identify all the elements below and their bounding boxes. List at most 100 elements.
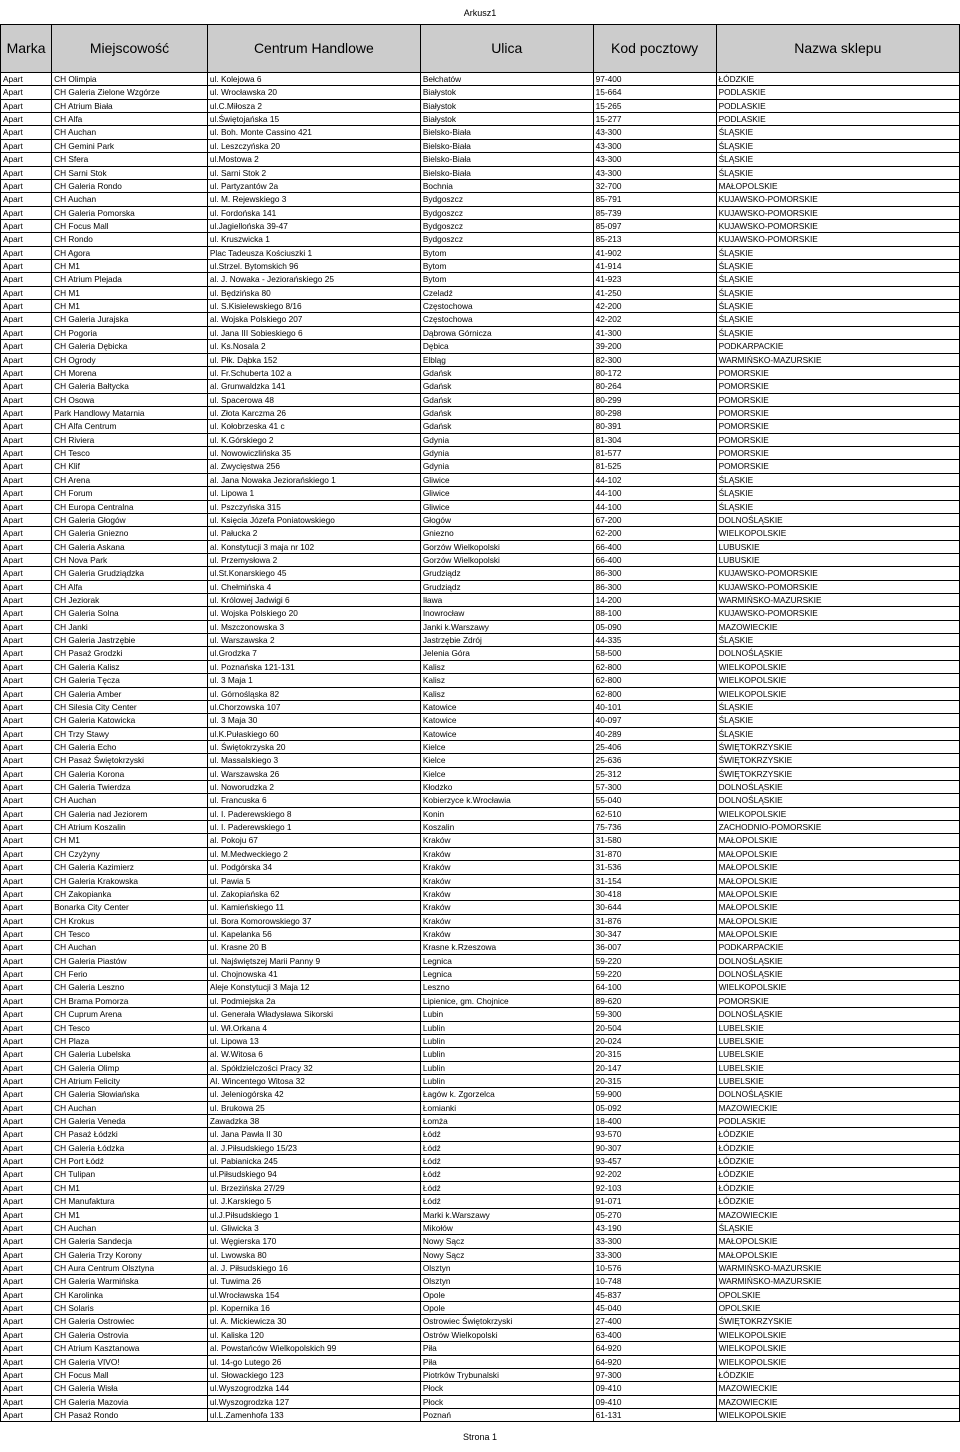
cell: Apart bbox=[1, 1208, 52, 1221]
table-row: ApartCH Galeria LesznoAleje Konstytucji … bbox=[1, 981, 960, 994]
cell: ul. Jeleniogórska 42 bbox=[207, 1088, 420, 1101]
cell: 88-100 bbox=[593, 607, 716, 620]
cell: 33-300 bbox=[593, 1248, 716, 1261]
cell: CH Cuprum Arena bbox=[52, 1008, 208, 1021]
cell: MAŁOPOLSKIE bbox=[716, 901, 959, 914]
cell: WIELKOPOLSKIE bbox=[716, 1328, 959, 1341]
table-row: ApartCH Plazaul. Lipowa 13Lublin20-024LU… bbox=[1, 1034, 960, 1047]
cell: ul. A. Mickiewicza 30 bbox=[207, 1315, 420, 1328]
cell: 20-024 bbox=[593, 1034, 716, 1047]
cell: ul.Chorzowska 107 bbox=[207, 700, 420, 713]
cell: WIELKOPOLSKIE bbox=[716, 527, 959, 540]
cell: ul. Lwowska 80 bbox=[207, 1248, 420, 1261]
cell: Kobierzyce k.Wrocławia bbox=[420, 794, 593, 807]
table-row: ApartCH Galeria Lubelskaal. W.Witosa 6Lu… bbox=[1, 1048, 960, 1061]
table-row: ApartCH Pasaż Rondoul.L.Zamenhofa 133Poz… bbox=[1, 1408, 960, 1421]
cell: WIELKOPOLSKIE bbox=[716, 807, 959, 820]
cell: CH Alfa Centrum bbox=[52, 420, 208, 433]
cell: al. Zwycięstwa 256 bbox=[207, 460, 420, 473]
cell: Kraków bbox=[420, 834, 593, 847]
cell: Lipienice, gm. Chojnice bbox=[420, 994, 593, 1007]
cell: 44-102 bbox=[593, 473, 716, 486]
cell: ŁÓDZKIE bbox=[716, 1128, 959, 1141]
cell: CH Auchan bbox=[52, 126, 208, 139]
cell: Bytom bbox=[420, 246, 593, 259]
cell: CH Galeria Piastów bbox=[52, 954, 208, 967]
cell: 55-040 bbox=[593, 794, 716, 807]
cell: ŁÓDZKIE bbox=[716, 1195, 959, 1208]
cell: 61-131 bbox=[593, 1408, 716, 1421]
cell: CH Aura Centrum Olsztyna bbox=[52, 1261, 208, 1274]
cell: ul. Poznańska 121-131 bbox=[207, 660, 420, 673]
cell: Bielsko-Biała bbox=[420, 139, 593, 152]
cell: Kłodzko bbox=[420, 781, 593, 794]
cell: 18-400 bbox=[593, 1115, 716, 1128]
cell: Częstochowa bbox=[420, 300, 593, 313]
cell: ul. 3 Maja 1 bbox=[207, 674, 420, 687]
cell: Gorzów Wielkopolski bbox=[420, 540, 593, 553]
cell: CH Ferio bbox=[52, 968, 208, 981]
cell: 97-300 bbox=[593, 1368, 716, 1381]
cell: 89-620 bbox=[593, 994, 716, 1007]
cell: Apart bbox=[1, 246, 52, 259]
table-row: ApartCH Galeria Sandecjaul. Węgierska 17… bbox=[1, 1235, 960, 1248]
table-row: ApartCH Tescoul. Nowowiczlińska 35Gdynia… bbox=[1, 447, 960, 460]
cell: CH Galeria Ostrovia bbox=[52, 1328, 208, 1341]
cell: CH Galeria Twierdza bbox=[52, 781, 208, 794]
cell: MAŁOPOLSKIE bbox=[716, 874, 959, 887]
cell: ŚLĄSKIE bbox=[716, 326, 959, 339]
cell: Kielce bbox=[420, 754, 593, 767]
cell: ŚLĄSKIE bbox=[716, 700, 959, 713]
cell: CH Galeria Grudziądzka bbox=[52, 567, 208, 580]
cell: MAŁOPOLSKIE bbox=[716, 928, 959, 941]
cell: Apart bbox=[1, 353, 52, 366]
table-row: ApartPark Handlowy Matarniaul. Złota Kar… bbox=[1, 406, 960, 419]
cell: CH Galeria Olimp bbox=[52, 1061, 208, 1074]
cell: ul. Partyzantów 2a bbox=[207, 179, 420, 192]
cell: Gdańsk bbox=[420, 420, 593, 433]
cell: CH Pasaż Łódzki bbox=[52, 1128, 208, 1141]
cell: ul. Tuwima 26 bbox=[207, 1275, 420, 1288]
cell: Gdańsk bbox=[420, 366, 593, 379]
cell: CH Auchan bbox=[52, 1101, 208, 1114]
cell: ul. Będzińska 80 bbox=[207, 286, 420, 299]
cell: Lubin bbox=[420, 1008, 593, 1021]
cell: Apart bbox=[1, 941, 52, 954]
cell: 58-500 bbox=[593, 647, 716, 660]
table-row: ApartCH Galeria Jurajskaal. Wojska Polsk… bbox=[1, 313, 960, 326]
cell: CH Alfa bbox=[52, 580, 208, 593]
cell: Kielce bbox=[420, 740, 593, 753]
col-kod: Kod pocztowy bbox=[593, 25, 716, 73]
cell: ŚLĄSKIE bbox=[716, 246, 959, 259]
cell: ul. Kołobrzeska 41 c bbox=[207, 420, 420, 433]
cell: ul. Kolejowa 6 bbox=[207, 73, 420, 86]
cell: ŁÓDZKIE bbox=[716, 1368, 959, 1381]
cell: Grudziądz bbox=[420, 567, 593, 580]
cell: ul. Generała Władysława Sikorski bbox=[207, 1008, 420, 1021]
cell: Apart bbox=[1, 861, 52, 874]
cell: Łódź bbox=[420, 1155, 593, 1168]
cell: al. Konstytucji 3 maja nr 102 bbox=[207, 540, 420, 553]
cell: Łagów k. Zgorzelca bbox=[420, 1088, 593, 1101]
cell: ul. Gliwicka 3 bbox=[207, 1221, 420, 1234]
cell: KUJAWSKO-POMORSKIE bbox=[716, 607, 959, 620]
cell: CH Europa Centralna bbox=[52, 500, 208, 513]
cell: ul. Pszczyńska 315 bbox=[207, 500, 420, 513]
table-row: ApartCH Galeria VIVO!ul. 14-go Lutego 26… bbox=[1, 1355, 960, 1368]
table-row: ApartCH Focus Mallul.Jagiellońska 39-47B… bbox=[1, 219, 960, 232]
cell: 43-300 bbox=[593, 139, 716, 152]
cell: CH Galeria Dębicka bbox=[52, 340, 208, 353]
cell: al. Wojska Polskiego 207 bbox=[207, 313, 420, 326]
table-row: ApartCH Galeria Ostroviaul. Kaliska 120O… bbox=[1, 1328, 960, 1341]
cell: WIELKOPOLSKIE bbox=[716, 981, 959, 994]
cell: Czeladź bbox=[420, 286, 593, 299]
cell: OPOLSKIE bbox=[716, 1302, 959, 1315]
cell: Apart bbox=[1, 874, 52, 887]
cell: Piotrków Trybunalski bbox=[420, 1368, 593, 1381]
cell: ul. Mszczonowska 3 bbox=[207, 620, 420, 633]
cell: WIELKOPOLSKIE bbox=[716, 1408, 959, 1421]
cell: CH Auchan bbox=[52, 794, 208, 807]
cell: Apart bbox=[1, 1315, 52, 1328]
cell: Apart bbox=[1, 193, 52, 206]
cell: CH Janki bbox=[52, 620, 208, 633]
